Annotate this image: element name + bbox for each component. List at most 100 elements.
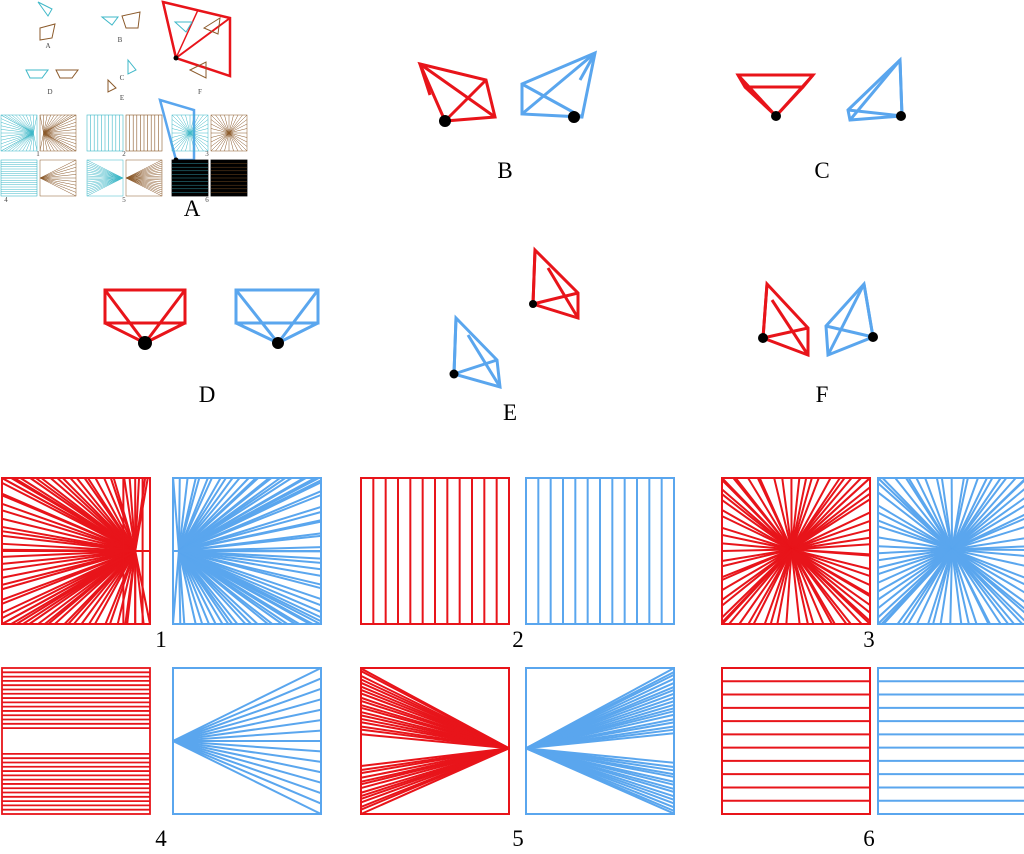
label-3: 3 (863, 627, 875, 652)
thumb-tile-ray (43, 114, 52, 134)
pattern-1-red-ray (1, 517, 136, 552)
pattern-1-red-ray (103, 477, 137, 552)
pattern-3-blue-ray (951, 548, 1024, 579)
pattern-3-blue-ray (877, 482, 953, 551)
thumb-tile-ray (43, 132, 77, 152)
thumb-tile-ray (189, 119, 209, 134)
pattern-3-red-ray (773, 477, 793, 550)
thumb-tile-ray (0, 121, 34, 134)
pattern-3-blue-ray (951, 479, 1024, 551)
pattern-3-red-ray (721, 548, 792, 568)
thumb-tile-ray (224, 132, 230, 152)
pattern-3-red-ray (776, 549, 793, 625)
thumb-num-6: 6 (205, 196, 209, 204)
thumb-tile-ray (29, 114, 34, 134)
thumb-tile-ray (125, 177, 163, 189)
thumb-tile-fan (86, 159, 124, 197)
pattern-3-red-ray (791, 548, 871, 586)
thumb-tile-ray (39, 177, 77, 193)
thumb-tile-ray (86, 161, 124, 179)
thumb-num-4: 4 (4, 196, 8, 204)
pattern-3-blue-ray (951, 548, 1024, 586)
camera-c-blue (846, 56, 904, 122)
pattern-3-blue-ray (894, 477, 953, 551)
thumb-tile-ray (228, 119, 248, 134)
pattern-3-red-ray (791, 498, 871, 551)
pattern-1-red-ray (54, 550, 136, 625)
thumb-tile-ray (171, 132, 191, 147)
thumb-tile-lines (125, 114, 163, 152)
thumb-tile-ray (228, 132, 248, 147)
pattern-3-blue (877, 477, 1024, 625)
thumb-tile-ray (185, 114, 191, 134)
thumb-tile-ray (18, 114, 34, 134)
thumb-tile-ray (11, 132, 34, 152)
thumb-tile-ray (189, 114, 200, 134)
label-c: C (814, 158, 829, 183)
thumb-tile-ray (39, 166, 77, 179)
thumb-tile-ray (219, 114, 230, 134)
thumb-tile-ray (0, 132, 34, 141)
thumb-tile-ray (171, 114, 191, 134)
pattern-3-blue-ray (951, 548, 1024, 567)
thumb-label-f: F (198, 88, 202, 96)
thumb-tile-ray (43, 121, 77, 134)
thumb-tile-ray (29, 132, 34, 152)
pattern-4-blue-ray (172, 740, 322, 784)
thumb-tile-fan (125, 159, 163, 197)
thumb-tile-ray (86, 177, 124, 191)
pattern-3-red-ray (721, 533, 792, 551)
thumb-num-1: 1 (36, 150, 40, 158)
thumb-tile-ray (43, 114, 77, 134)
camera-center-f-red (758, 333, 768, 343)
camera-pair-e (449, 246, 580, 390)
pattern-3-red-ray (721, 548, 792, 581)
pattern-3-blue-ray (877, 504, 953, 551)
thumb-camera-b (100, 11, 141, 29)
pattern-3-blue-ray (877, 548, 953, 555)
thumb-tile-ray (25, 114, 34, 134)
pattern-3-blue-ray (877, 548, 953, 601)
pattern-3-red-ray (791, 548, 871, 578)
pattern-6-blue-frame (877, 667, 1024, 815)
camera-e-red (531, 246, 580, 321)
thumb-tile-ray (43, 114, 66, 134)
thumb-tile-ray (39, 174, 77, 179)
pattern-3-red-ray (758, 477, 793, 550)
pattern-4-red (1, 667, 151, 815)
thumb-tile-ray (43, 132, 66, 152)
thumb-tile-ray (86, 177, 124, 183)
thumb-tile-ray (228, 132, 243, 152)
thumb-tile-ray (86, 173, 124, 179)
pattern-3-red-ray (791, 528, 871, 551)
thumb-tile-ray (125, 163, 163, 179)
pattern-3-blue-ray (951, 549, 970, 625)
pattern-1-blue-ray (178, 550, 322, 607)
camera-pair-b (417, 50, 598, 127)
thumb-tile-fan (210, 114, 248, 152)
pattern-1-blue-ray (178, 477, 259, 552)
thumb-tile-ray (39, 159, 77, 179)
thumb-tile-ray (189, 132, 209, 152)
pattern-3-red-ray (738, 548, 793, 625)
thumb-tile-fan (39, 114, 77, 152)
pattern-3-blue-ray (924, 477, 953, 550)
pattern-3-blue-ray (951, 477, 969, 550)
thumb-tile-ray (189, 132, 209, 147)
camera-center-c-blue (896, 111, 906, 121)
camera-c-red (735, 73, 817, 118)
thumb-tile-ray (210, 132, 230, 152)
thumb-tile-ray (43, 132, 55, 152)
thumb-tile-ray (171, 132, 191, 152)
pattern-1-red-ray (1, 534, 136, 552)
thumb-tile-ray (189, 132, 209, 143)
thumb-tile-ray (125, 173, 163, 179)
camera-center-e-blue (449, 369, 459, 379)
thumb-tile-ray (15, 114, 34, 134)
pattern-1-red-ray (116, 550, 137, 625)
thumb-num-3: 3 (205, 150, 209, 158)
pattern-3-red-ray (769, 549, 793, 625)
pattern-3-blue-ray (951, 526, 1024, 551)
thumb-tile-ray (189, 132, 200, 152)
pattern-3-red-ray (791, 543, 871, 551)
